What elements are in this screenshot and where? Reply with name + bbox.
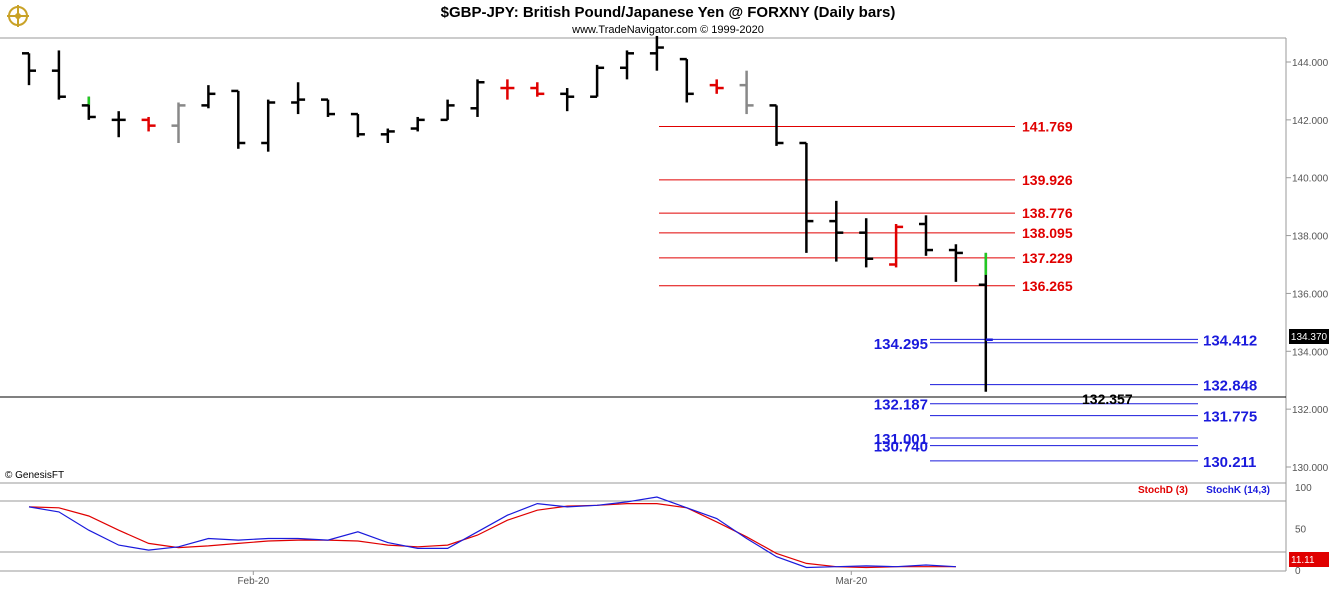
- stochk-line: [28, 496, 956, 569]
- blue-level-label-left: 134.295: [874, 336, 928, 353]
- ohlc-bar: [321, 98, 335, 117]
- price-tick-label: 134.000: [1292, 347, 1329, 358]
- ohlc-bar: [291, 82, 306, 115]
- ohlc-bar: [889, 224, 904, 268]
- ohlc-bar: [261, 99, 276, 152]
- ohlc-bar: [81, 96, 96, 120]
- chart-title: $GBP-JPY: British Pound/Japanese Yen @ F…: [441, 4, 896, 21]
- ohlc-bar: [380, 128, 395, 143]
- ohlc-bar: [709, 79, 724, 94]
- blue-level-label: 130.211: [1203, 454, 1256, 471]
- price-tick-label: 130.000: [1292, 463, 1329, 474]
- ohlc-bar: [111, 111, 126, 138]
- ohlc-bar: [739, 70, 754, 115]
- ohlc-bar: [859, 218, 874, 268]
- blue-level-label-left: 131.001: [874, 431, 928, 448]
- price-tick-label: 136.000: [1292, 289, 1329, 300]
- price-tick-label: 138.000: [1292, 232, 1329, 243]
- red-level-label: 138.095: [1022, 225, 1073, 241]
- red-level-label: 139.926: [1022, 172, 1073, 188]
- price-tick-label: 132.000: [1292, 405, 1329, 416]
- ohlc-bar: [829, 200, 844, 262]
- ohlc-bar: [948, 244, 963, 282]
- price-tick-label: 140.000: [1292, 174, 1329, 185]
- price-tick-label: 144.000: [1292, 58, 1329, 69]
- red-level-label: 137.229: [1022, 250, 1073, 266]
- legend-stochd: StochD (3): [1138, 485, 1188, 496]
- ohlc-bar: [231, 89, 246, 149]
- black-level-label: 132.357: [1082, 391, 1133, 407]
- ohlc-bar: [978, 252, 993, 392]
- ohlc-bar: [560, 88, 575, 112]
- ohlc-bar: [201, 85, 216, 109]
- ohlc-bar: [769, 104, 784, 146]
- chart-subtitle: www.TradeNavigator.com © 1999-2020: [571, 24, 764, 36]
- ohlc-bar: [410, 116, 425, 132]
- red-level-label: 141.769: [1022, 119, 1073, 135]
- level-lines: [659, 126, 1198, 462]
- red-level-label: 136.265: [1022, 278, 1073, 294]
- price-panel: 144.000 142.000 140.000 138.000 136.000 134.0…: [0, 35, 1329, 484]
- red-level-label: 138.776: [1022, 205, 1073, 221]
- ohlc-bar: [919, 215, 933, 256]
- ohlc-bar: [51, 50, 66, 100]
- stochastic-panel: 100 50 0 StochD (3) StochK (14,3) 11.11: [0, 483, 1329, 577]
- logo-icon: [7, 5, 29, 27]
- ohlc-bar: [141, 116, 156, 132]
- level-labels: 141.769 139.926 138.776 138.095 137.229 136.2…: [874, 119, 1257, 471]
- ohlc-bar: [22, 52, 36, 86]
- ohlc-bar: [649, 35, 664, 71]
- blue-level-label: 131.775: [1203, 409, 1257, 426]
- ohlc-bar: [171, 102, 186, 143]
- stoch-tick-label: 100: [1295, 483, 1312, 494]
- price-tick-label: 142.000: [1292, 116, 1329, 127]
- watermark: © GenesisFT: [5, 470, 64, 481]
- last-price-label: 134.370: [1291, 332, 1328, 343]
- ohlc-bar: [470, 79, 485, 117]
- stochastic-axis: 100 50 0: [1295, 483, 1312, 577]
- stoch-tick-label: 0: [1295, 566, 1301, 577]
- ohlc-bar: [679, 57, 694, 103]
- stochd-line: [28, 503, 956, 569]
- stoch-tick-label: 50: [1295, 525, 1307, 536]
- ohlc-bar: [620, 50, 634, 80]
- blue-level-label: 134.412: [1203, 332, 1257, 349]
- x-axis: Feb-20 Mar-20: [237, 571, 868, 587]
- ohlc-bar: [350, 112, 365, 138]
- price-axis: 144.000 142.000 140.000 138.000 136.000 134.0…: [1286, 58, 1329, 474]
- x-tick-label: Feb-20: [237, 576, 269, 587]
- last-price-badge: [1289, 329, 1329, 344]
- stoch-last-label: 11.11: [1291, 555, 1315, 566]
- ohlc-bar: [799, 141, 814, 253]
- blue-level-label: 132.848: [1203, 378, 1257, 395]
- ohlc-bar: [590, 64, 605, 98]
- blue-level-label-left: 132.187: [874, 397, 928, 414]
- x-tick-label: Mar-20: [835, 576, 867, 587]
- ohlc-bar: [440, 99, 455, 122]
- stoch-last-badge: [1289, 552, 1329, 567]
- legend-stochk: StochK (14,3): [1206, 485, 1270, 496]
- ohlc-bar: [530, 82, 545, 97]
- ohlc-bars: [22, 35, 993, 392]
- blue-level-label-left: 130.740: [874, 439, 928, 456]
- ohlc-bar: [500, 79, 515, 100]
